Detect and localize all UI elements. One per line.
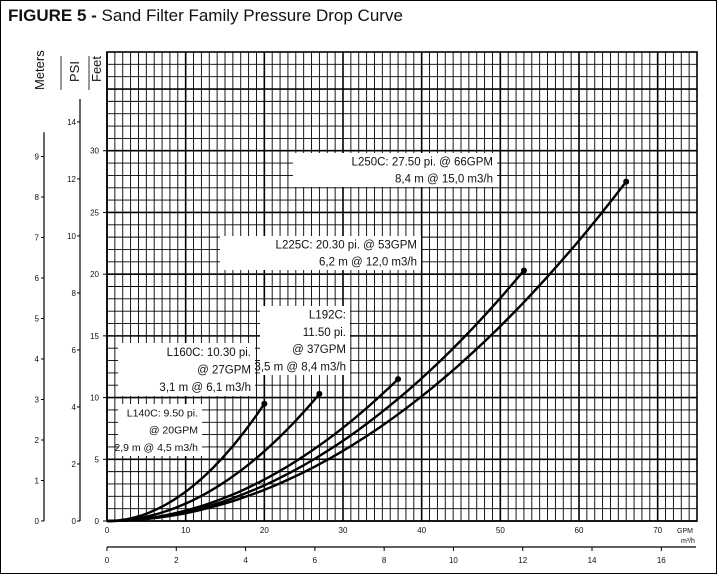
m3h-tick-label: 0: [105, 556, 110, 565]
chart-curves: [106, 178, 630, 523]
figure-label: FIGURE 5 -: [8, 6, 97, 25]
gpm-tick-label: 50: [496, 526, 505, 535]
callout-l225c: L225C: 20.30 pi. @ 53GPM 6,2 m @ 12,0 m3/…: [220, 236, 421, 270]
figure-title-text: Sand Filter Family Pressure Drop Curve: [101, 6, 403, 25]
callout-line: @ 37GPM: [292, 344, 346, 356]
curve-l160c: [106, 393, 321, 523]
m3h-axis-title: m³/h: [681, 538, 695, 545]
meters-tick-label: 5: [35, 314, 40, 323]
callout-l250c: L250C: 27.50 pi. @ 66GPM 8,4 m @ 15,0 m3/…: [293, 153, 497, 187]
curve-l140c: [106, 403, 266, 523]
callout-line: L160C: 10.30 pi.: [167, 347, 251, 359]
endpoint-l192c: [395, 376, 402, 383]
psi-tick-label: 10: [67, 232, 76, 241]
m3h-tick-label: 14: [588, 556, 597, 565]
psi-tick-label: 2: [72, 460, 77, 469]
callout-box: [118, 404, 202, 456]
callout-l160c: L160C: 10.30 pi. @ 27GPM 3,1 m @ 6,1 m3/h: [118, 343, 255, 396]
m3h-tick-label: 6: [313, 556, 318, 565]
meters-tick-label: 9: [35, 152, 40, 161]
gpm-tick-label: 10: [181, 526, 190, 535]
m3h-tick-label: 8: [382, 556, 387, 565]
curve-l250c: [106, 180, 628, 523]
feet-tick-label: 20: [90, 270, 99, 279]
callout-line: 6,2 m @ 12,0 m3/h: [319, 257, 417, 269]
feet-tick-label: 30: [90, 147, 99, 156]
endpoint-l225c: [520, 267, 527, 274]
meters-tick-label: 8: [35, 193, 40, 202]
m3h-tick-label: 16: [657, 556, 666, 565]
meters-tick-label: 7: [35, 233, 40, 242]
callout-box: [260, 306, 350, 375]
feet-tick-label: 5: [95, 455, 100, 464]
endpoint-l250c: [623, 178, 630, 185]
feet-tick-label: 25: [90, 208, 99, 217]
callout-l140c: L140C: 9.50 pi. @ 20GPM 2,9 m @ 4,5 m3/h: [114, 404, 202, 456]
feet-axis-title: Feet: [89, 56, 104, 82]
gpm-tick-label: 40: [417, 526, 426, 535]
meters-tick-label: 0: [35, 517, 40, 526]
endpoint-l140c: [261, 400, 268, 407]
plot-border: [106, 51, 698, 522]
m3h-tick-label: 10: [449, 556, 458, 565]
callout-box: [118, 343, 255, 396]
m3h-tick-label: 12: [518, 556, 527, 565]
feet-tick-label: 15: [90, 332, 99, 341]
psi-tick-label: 8: [72, 289, 77, 298]
meters-tick-label: 3: [35, 395, 40, 404]
gpm-tick-label: 30: [339, 526, 348, 535]
callout-line: @ 27GPM: [197, 365, 251, 377]
gpm-axis-title: GPM: [677, 528, 693, 535]
psi-tick-label: 4: [72, 403, 77, 412]
callout-l192c: L192C: 11.50 pi. @ 37GPM 3,5 m @ 8,4 m3/h: [254, 306, 350, 375]
feet-tick-label: 10: [90, 394, 99, 403]
psi-tick-label: 12: [67, 175, 76, 184]
figure-title: FIGURE 5 - Sand Filter Family Pressure D…: [8, 6, 403, 26]
callout-line: 2,9 m @ 4,5 m3/h: [114, 442, 198, 454]
psi-axis-title: PSI: [67, 61, 82, 82]
psi-tick-label: 0: [72, 517, 77, 526]
callout-line: @ 20GPM: [149, 425, 198, 437]
callout-line: L140C: 9.50 pi.: [127, 407, 198, 419]
callout-line: L192C:: [309, 310, 346, 322]
gpm-tick-label: 70: [653, 526, 662, 535]
callout-line: L250C: 27.50 pi. @ 66GPM: [352, 157, 493, 169]
endpoint-l160c: [316, 390, 323, 397]
callout-line: L225C: 20.30 pi. @ 53GPM: [276, 240, 417, 252]
callout-box: [220, 236, 421, 270]
callout-line: 11.50 pi.: [303, 327, 346, 339]
gpm-tick-label: 60: [575, 526, 584, 535]
meters-tick-label: 1: [35, 476, 40, 485]
meters-tick-label: 6: [35, 274, 40, 283]
psi-tick-label: 14: [67, 118, 76, 127]
meters-axis-title: Meters: [32, 50, 47, 90]
callout-box: [293, 153, 497, 187]
gpm-tick-label: 20: [260, 526, 269, 535]
meters-tick-label: 2: [35, 436, 40, 445]
feet-tick-label: 0: [95, 517, 100, 526]
callout-line: 3,1 m @ 6,1 m3/h: [159, 382, 251, 394]
meters-tick-label: 4: [35, 355, 40, 364]
callout-line: 8,4 m @ 15,0 m3/h: [395, 174, 493, 186]
gpm-tick-label: 0: [105, 526, 110, 535]
m3h-tick-label: 4: [243, 556, 248, 565]
m3h-tick-label: 2: [174, 556, 179, 565]
callout-line: 3,5 m @ 8,4 m3/h: [254, 361, 346, 373]
psi-tick-label: 6: [72, 346, 77, 355]
